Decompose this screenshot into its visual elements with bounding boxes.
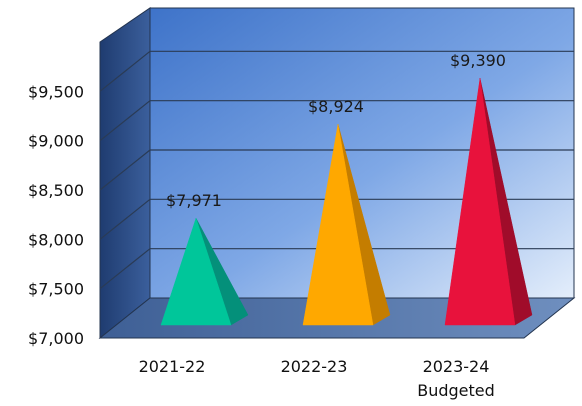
bar-front-face: [302, 124, 374, 326]
x-tick-label: 2023-24 Budgeted: [417, 357, 495, 400]
data-label: $8,924: [308, 97, 364, 116]
gridline-side: [99, 149, 151, 191]
y-tick-label: $7,500: [28, 280, 84, 299]
x-tick-label-line: Budgeted: [417, 381, 495, 400]
data-label: $9,390: [450, 51, 506, 70]
y-tick-label: $8,000: [28, 230, 84, 249]
bar-1: [160, 217, 249, 326]
x-tick-label-line: 2023-24: [423, 357, 490, 376]
y-axis-ticks: $7,000 $7,500 $8,000 $8,500 $9,000 $9,500: [28, 82, 84, 348]
gridline-side: [99, 198, 151, 240]
bar-front-face: [160, 217, 232, 326]
x-tick-label: 2022-23: [281, 357, 348, 376]
gridline-side: [99, 50, 151, 92]
gridline-side: [99, 100, 151, 142]
x-axis-ticks: 2021-22 2022-23 2023-24 Budgeted: [139, 357, 495, 400]
x-tick-label-line: 2021-22: [139, 357, 206, 376]
bar-front-face: [444, 78, 516, 326]
y-tick-label: $8,500: [28, 181, 84, 200]
y-tick-label: $9,000: [28, 132, 84, 151]
y-tick-label: $7,000: [28, 329, 84, 348]
data-label: $7,971: [166, 191, 222, 210]
gridline-side: [99, 248, 151, 290]
bar-2: [302, 124, 391, 326]
y-tick-label: $9,500: [28, 82, 84, 101]
bars: [160, 78, 533, 326]
bar-3: [444, 78, 533, 326]
x-tick-label: 2021-22: [139, 357, 206, 376]
x-tick-label-line: 2022-23: [281, 357, 348, 376]
data-labels: $7,971 $8,924 $9,390: [166, 51, 506, 210]
